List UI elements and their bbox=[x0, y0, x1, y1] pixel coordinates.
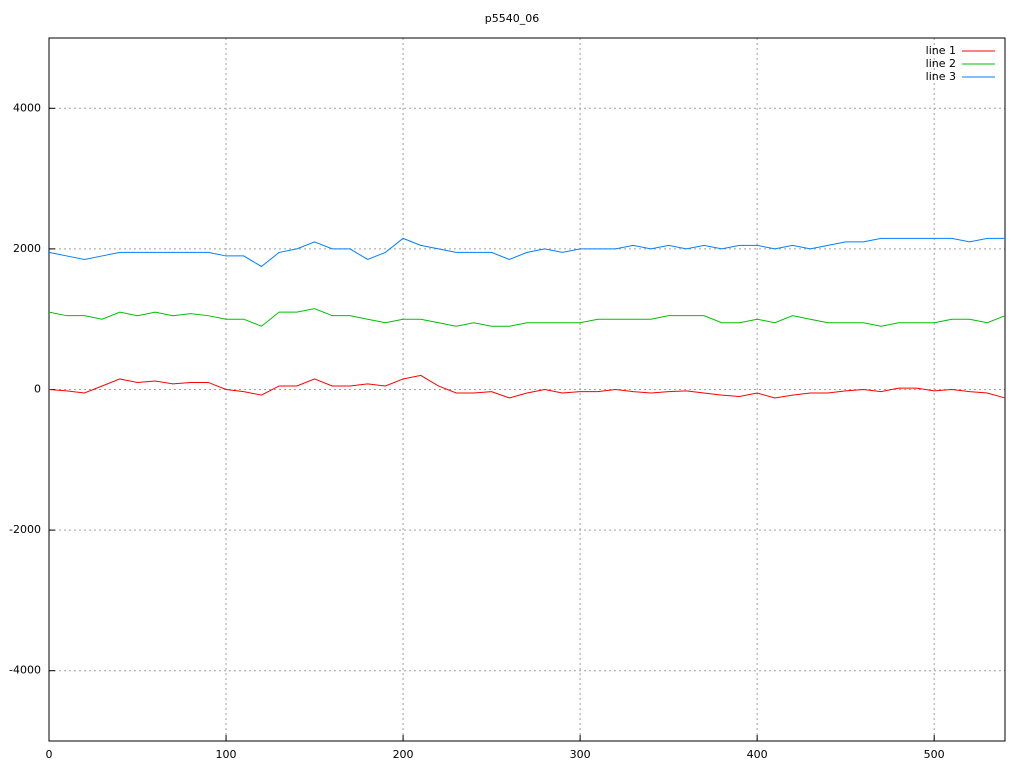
x-tick-label: 500 bbox=[924, 748, 945, 761]
y-tick-label: 0 bbox=[34, 383, 41, 396]
legend-label: line 3 bbox=[926, 70, 956, 83]
data-line bbox=[48, 237, 1005, 268]
x-tick-label: 200 bbox=[393, 748, 414, 761]
x-tick-label: 0 bbox=[46, 748, 53, 761]
chart-title: p5540_06 bbox=[485, 12, 539, 25]
x-tick-label: 300 bbox=[570, 748, 591, 761]
y-tick-label: -2000 bbox=[9, 523, 41, 536]
legend-label: line 1 bbox=[926, 44, 956, 57]
data-line bbox=[48, 308, 1006, 327]
y-tick-label: 2000 bbox=[13, 242, 41, 255]
x-tick-label: 100 bbox=[216, 748, 237, 761]
legend-label: line 2 bbox=[926, 57, 956, 70]
data-line bbox=[48, 374, 1006, 399]
x-tick-label: 400 bbox=[747, 748, 768, 761]
y-tick-label: 4000 bbox=[13, 101, 41, 114]
y-tick-label: -4000 bbox=[9, 664, 41, 677]
